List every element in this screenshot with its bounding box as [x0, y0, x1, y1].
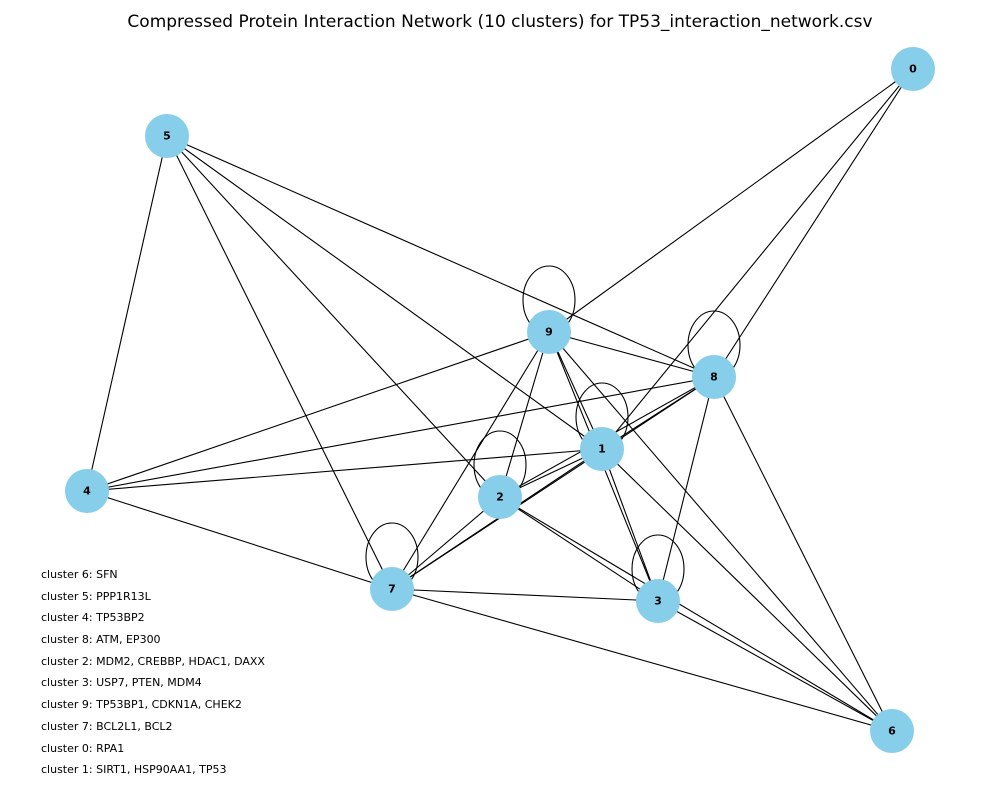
node-circle-3 — [636, 579, 680, 623]
legend-item: cluster 7: BCL2L1, BCL2 — [41, 719, 173, 733]
edge-5-7 — [166, 135, 393, 590]
legend-item: cluster 6: SFN — [41, 568, 118, 581]
node-label-5: 5 — [163, 130, 171, 143]
node-label-8: 8 — [710, 371, 718, 384]
legend-item: cluster 0: RPA1 — [41, 741, 125, 755]
node-7[interactable]: 7 — [370, 567, 414, 611]
node-circle-8 — [692, 355, 736, 399]
edge-8-4 — [86, 376, 715, 492]
edge-9-4 — [86, 331, 550, 492]
node-circle-5 — [145, 114, 189, 158]
edge-1-4 — [86, 448, 603, 492]
node-label-3: 3 — [654, 595, 662, 608]
edge-8-6 — [713, 376, 893, 732]
edge-0-1 — [601, 68, 914, 450]
node-0[interactable]: 0 — [891, 47, 935, 91]
node-1[interactable]: 1 — [580, 427, 624, 471]
edge-9-8 — [548, 331, 715, 378]
legend-item: cluster 5: PPP1R13L — [41, 589, 151, 603]
cluster-legend: cluster 6: SFN cluster 5: PPP1R13L cluster… — [41, 566, 265, 783]
legend-item: cluster 8: ATM, EP300 — [41, 633, 161, 647]
node-circle-1 — [580, 427, 624, 471]
node-label-2: 2 — [496, 491, 504, 504]
legend-item: cluster 2: MDM2, CREBBP, HDAC1, DAXX — [41, 654, 265, 668]
node-circle-2 — [478, 475, 522, 519]
edge-2-6 — [499, 496, 893, 732]
node-circle-7 — [370, 567, 414, 611]
legend-item: cluster 4: TP53BP2 — [41, 611, 145, 625]
node-label-1: 1 — [598, 443, 606, 456]
edge-5-4 — [86, 135, 168, 492]
node-label-4: 4 — [83, 485, 91, 498]
edge-8-3 — [657, 376, 715, 602]
edge-5-8 — [166, 135, 715, 378]
edge-9-7 — [391, 331, 550, 590]
legend-item: cluster 1: SIRT1, HSP90AA1, TP53 — [41, 763, 227, 777]
node-label-6: 6 — [888, 725, 896, 738]
node-circle-6 — [870, 709, 914, 753]
edge-0-9 — [548, 68, 914, 333]
edge-2-7 — [391, 496, 501, 590]
node-circle-9 — [527, 310, 571, 354]
edge-1-7 — [391, 448, 603, 590]
edge-5-2 — [166, 135, 501, 498]
node-3[interactable]: 3 — [636, 579, 680, 623]
edge-3-6 — [657, 600, 893, 732]
legend-item: cluster 9: TP53BP1, CDKN1A, CHEK2 — [41, 698, 242, 712]
edge-5-1 — [166, 135, 603, 450]
node-circle-0 — [891, 47, 935, 91]
edge-0-8 — [713, 68, 914, 378]
node-6[interactable]: 6 — [870, 709, 914, 753]
node-5[interactable]: 5 — [145, 114, 189, 158]
edge-9-6 — [548, 331, 893, 732]
edge-9-2 — [499, 331, 550, 498]
legend-item: cluster 3: USP7, PTEN, MDM4 — [41, 676, 202, 690]
edge-1-6 — [601, 448, 893, 732]
chart-title: Compressed Protein Interaction Network (… — [127, 12, 873, 32]
node-8[interactable]: 8 — [692, 355, 736, 399]
node-9[interactable]: 9 — [527, 310, 571, 354]
node-layer: 0 1 2 3 4 5 6 7 8 9 — [65, 47, 935, 753]
node-circle-4 — [65, 469, 109, 513]
edge-1-3 — [601, 448, 659, 602]
edge-7-6 — [391, 588, 893, 732]
edge-7-3 — [391, 588, 659, 602]
node-label-0: 0 — [909, 63, 917, 76]
node-2[interactable]: 2 — [478, 475, 522, 519]
edge-4-7 — [86, 490, 393, 590]
node-label-9: 9 — [545, 326, 553, 339]
edge-2-3 — [499, 496, 659, 602]
node-label-7: 7 — [388, 583, 396, 596]
node-4[interactable]: 4 — [65, 469, 109, 513]
